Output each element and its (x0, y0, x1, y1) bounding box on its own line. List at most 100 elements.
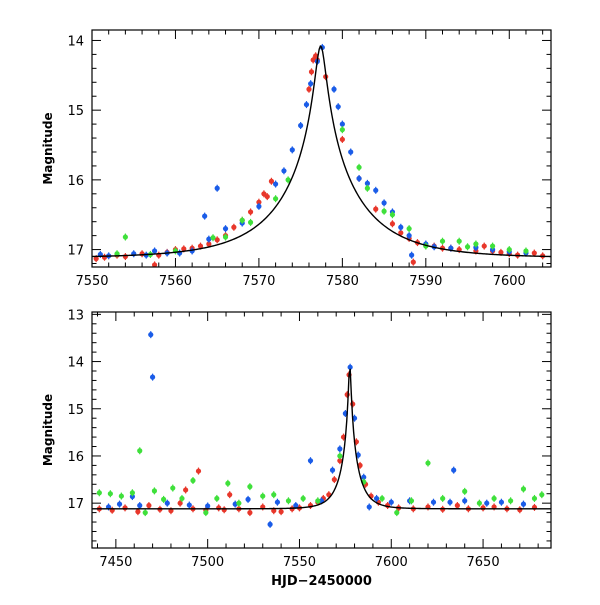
data-point (308, 69, 315, 75)
plot-frame (91, 29, 552, 268)
y-tick-label: 17 (67, 497, 84, 512)
x-tick-label: 7600 (493, 274, 526, 289)
data-point (508, 498, 514, 504)
data-point (410, 259, 416, 265)
data-point (146, 502, 152, 509)
data-point (151, 262, 158, 267)
data-point (227, 492, 233, 498)
panel-2: 7450 7500 7550 7600 7650 13 14 15 16 17 Magnitude H… (41, 308, 552, 589)
data-point (118, 493, 124, 499)
data-point (398, 224, 404, 230)
data-point (337, 458, 343, 464)
data-point (151, 488, 158, 494)
x-tick-label: 7450 (99, 555, 132, 570)
data-point (523, 248, 529, 254)
data-point (197, 243, 204, 249)
data-point (364, 185, 370, 191)
data-point (210, 235, 216, 241)
data-point (278, 509, 284, 515)
y-axis-label: Magnitude (41, 394, 55, 466)
y-tick-label: 15 (67, 104, 84, 119)
data-point (268, 178, 275, 184)
data-point (161, 496, 167, 502)
data-point (183, 487, 189, 493)
data-point (430, 499, 437, 505)
x-tick-label: 7560 (159, 274, 192, 289)
data-point (122, 234, 128, 240)
data-point (454, 502, 460, 509)
data-point (202, 213, 208, 219)
y-tick-label: 16 (67, 174, 84, 189)
y-tick-label: 14 (67, 356, 84, 371)
data-point (206, 236, 212, 242)
data-point (267, 521, 273, 528)
x-axis-label: HJD−2450000 (271, 574, 372, 589)
y-tick-label: 16 (67, 450, 84, 465)
data-point (531, 495, 538, 502)
x-tick-label: 7580 (326, 274, 359, 289)
data-point (347, 364, 353, 370)
data-point (135, 509, 141, 515)
data-point (337, 446, 343, 452)
data-point (271, 492, 277, 498)
x-tick-label: 7650 (467, 555, 500, 570)
data-point (222, 226, 229, 232)
data-point (137, 448, 143, 454)
data-point (331, 86, 337, 92)
data-point (181, 246, 187, 252)
data-point (289, 147, 295, 153)
x-tick-label: 7590 (409, 274, 442, 289)
x-tick-label: 7550 (75, 274, 108, 289)
data-point (107, 491, 113, 497)
data-point (481, 243, 487, 249)
y-tick-label: 14 (67, 34, 84, 49)
data-point (214, 237, 220, 243)
plot-frame (91, 311, 552, 549)
data-point (216, 505, 222, 511)
data-point (273, 196, 279, 202)
data-point (239, 217, 245, 223)
data-point (406, 226, 412, 232)
data-point (122, 505, 128, 511)
data-point (203, 509, 209, 516)
data-point (293, 502, 299, 509)
data-point (408, 498, 415, 504)
data-point (394, 509, 400, 516)
data-point (381, 208, 387, 214)
data-point (406, 233, 412, 239)
data-point (462, 498, 468, 504)
data-point (344, 392, 350, 398)
data-point (425, 460, 431, 466)
data-point (398, 230, 404, 236)
data-point (285, 177, 291, 183)
data-point (225, 480, 231, 486)
data-point (205, 503, 211, 509)
model-curve (92, 45, 551, 258)
model-curve (92, 368, 551, 510)
data-point (409, 252, 415, 258)
data-point (190, 477, 196, 484)
data-point (273, 181, 279, 187)
data-point (247, 219, 254, 225)
data-point (331, 476, 337, 483)
data-point (447, 499, 453, 505)
data-point (129, 490, 135, 496)
data-points (93, 43, 546, 267)
data-point (170, 485, 176, 491)
data-point (361, 474, 367, 480)
data-point (256, 203, 262, 209)
x-tick-label: 7500 (191, 555, 224, 570)
data-point (439, 238, 446, 244)
data-point (179, 495, 185, 502)
y-tick-label: 15 (67, 403, 84, 418)
data-point (498, 249, 504, 255)
data-point (329, 467, 336, 473)
data-point (274, 499, 281, 505)
data-point (247, 484, 253, 490)
data-point (335, 104, 341, 110)
data-point (298, 122, 304, 129)
data-point (148, 332, 154, 338)
data-point (373, 495, 380, 502)
data-point (356, 175, 362, 182)
